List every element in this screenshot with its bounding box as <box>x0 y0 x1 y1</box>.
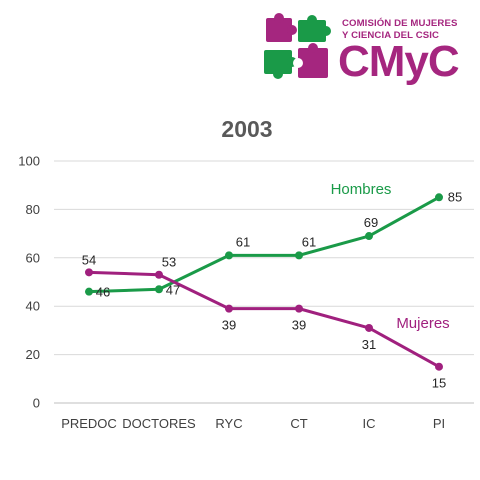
series-name-mujeres: Mujeres <box>396 315 449 332</box>
puzzle-pieces-icon <box>264 13 331 79</box>
data-label-hombres: 47 <box>166 282 180 297</box>
chart-title: 2003 <box>221 116 273 142</box>
data-label-hombres: 61 <box>236 234 250 249</box>
data-label-mujeres: 15 <box>432 376 446 391</box>
x-tick-label: IC <box>363 416 376 431</box>
data-label-hombres: 46 <box>96 285 110 300</box>
data-point-mujeres <box>155 270 163 279</box>
x-tick-label: PREDOC <box>61 416 117 431</box>
data-point-mujeres <box>225 304 233 313</box>
series-line-mujeres <box>88 270 440 369</box>
data-label-mujeres: 53 <box>162 255 176 270</box>
data-label-mujeres: 39 <box>222 318 236 333</box>
x-tick-label: RYC <box>215 416 242 431</box>
y-tick-label: 60 <box>26 250 40 265</box>
data-point-hombres <box>365 232 373 241</box>
data-point-hombres <box>295 251 303 260</box>
logo-line-1: COMISIÓN DE MUJERES <box>342 18 458 29</box>
series-name-hombres: Hombres <box>331 181 392 198</box>
series-line-hombres <box>88 195 440 294</box>
logo-wordmark: CMyC <box>338 37 460 86</box>
x-tick-label: PI <box>433 416 445 431</box>
data-point-hombres <box>155 285 163 294</box>
x-tick-label: DOCTORES <box>122 416 196 431</box>
y-tick-label: 100 <box>18 154 40 169</box>
x-tick-label: CT <box>290 416 307 431</box>
data-point-mujeres <box>295 304 303 313</box>
data-point-mujeres <box>365 323 373 332</box>
y-tick-label: 80 <box>26 202 40 217</box>
y-tick-label: 0 <box>33 396 40 411</box>
data-label-hombres: 61 <box>302 234 316 249</box>
y-tick-label: 40 <box>26 299 40 314</box>
data-point-hombres <box>435 193 443 202</box>
data-label-hombres: 69 <box>364 215 378 230</box>
data-point-hombres <box>225 251 233 260</box>
y-tick-label: 20 <box>26 347 40 362</box>
data-label-hombres: 85 <box>448 189 462 204</box>
cmyc-logo: COMISIÓN DE MUJERES Y CIENCIA DEL CSIC C… <box>262 12 468 84</box>
logo-line-2: Y CIENCIA DEL CSIC <box>342 30 440 41</box>
data-label-mujeres: 54 <box>82 252 96 267</box>
data-point-mujeres <box>435 362 443 371</box>
data-point-mujeres <box>85 268 93 277</box>
data-label-mujeres: 39 <box>292 318 306 333</box>
data-label-mujeres: 31 <box>362 337 376 352</box>
data-point-hombres <box>85 287 93 296</box>
